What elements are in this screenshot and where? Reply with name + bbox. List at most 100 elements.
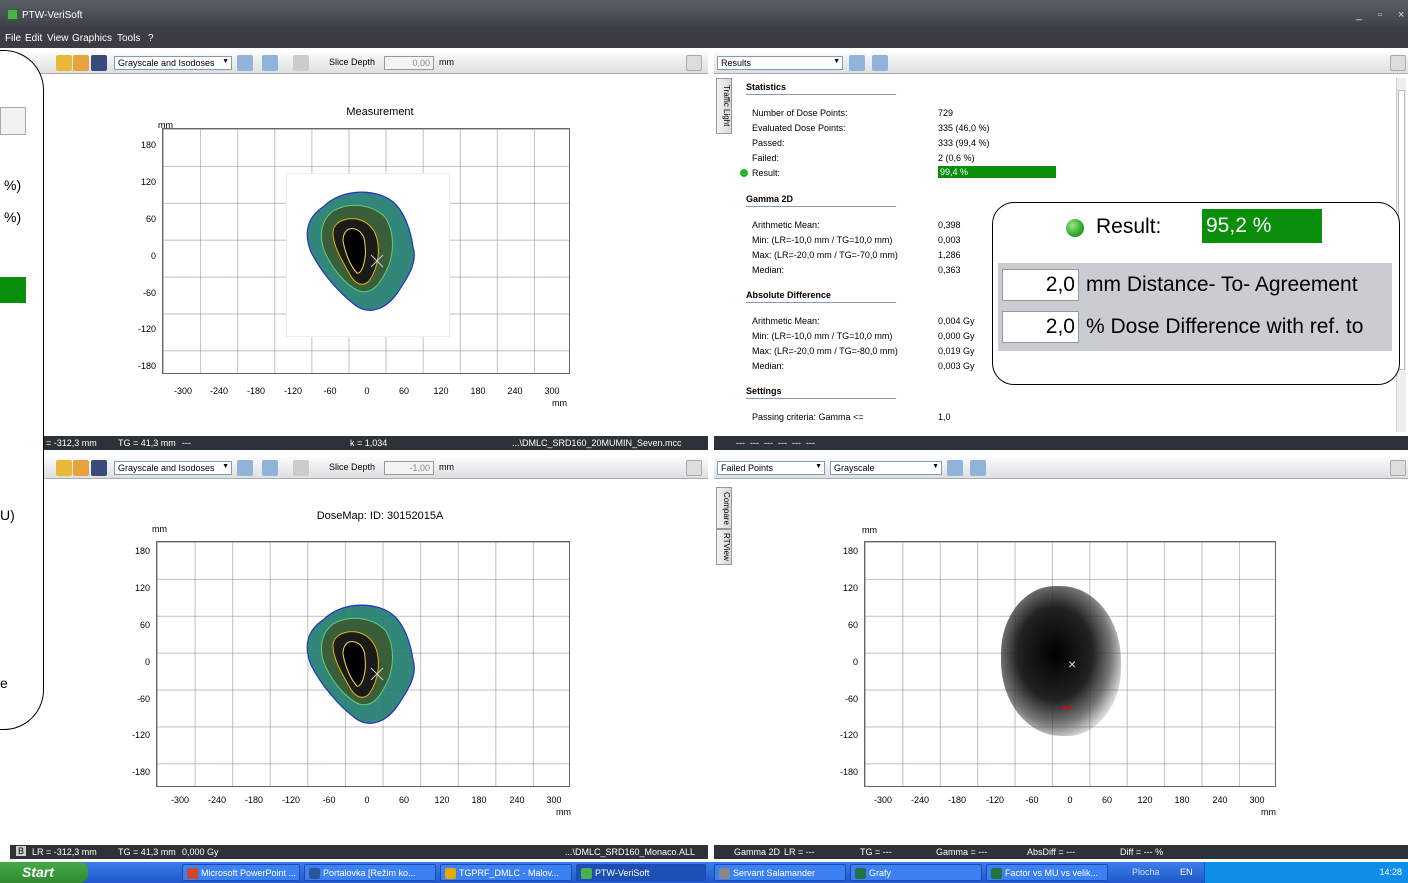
- x-tick: -120: [283, 386, 302, 396]
- x-tick: 180: [470, 386, 486, 396]
- language-indicator[interactable]: EN: [1180, 867, 1193, 877]
- absdiff-value: 0,004 Gy: [938, 316, 975, 326]
- taskbar-item[interactable]: Microsoft PowerPoint ...: [182, 864, 300, 881]
- save-icon[interactable]: [91, 55, 107, 71]
- measurement-plot[interactable]: [162, 128, 570, 374]
- dose-diff-input[interactable]: 2,0: [1002, 311, 1079, 343]
- minimize-icon[interactable]: _: [1356, 9, 1363, 21]
- tab-compare[interactable]: Compare: [716, 487, 732, 529]
- x-tick: 240: [509, 795, 525, 805]
- failed-point: [1063, 706, 1066, 709]
- open-icon[interactable]: [56, 55, 72, 71]
- pointer-icon[interactable]: [293, 55, 309, 71]
- pin-icon[interactable]: [1390, 55, 1406, 71]
- window-title-bar: PTW-VeriSoft _ ▫ ×: [0, 0, 1408, 28]
- quick-launch[interactable]: [94, 865, 154, 880]
- tab-traffic-light[interactable]: Traffic Light: [716, 78, 732, 134]
- pointer-icon[interactable]: [293, 460, 309, 476]
- result-value: 99,4 %: [938, 166, 1056, 178]
- dose-readout: 0,000 Gy: [182, 847, 219, 857]
- gamma-label: Arithmetic Mean:: [752, 220, 820, 230]
- pane-letter: B: [16, 846, 27, 856]
- x-tick: -300: [170, 795, 189, 805]
- profile-icon[interactable]: [947, 460, 963, 476]
- menu-tools[interactable]: Tools: [117, 33, 141, 44]
- gamma-mode: Gamma 2D: [734, 847, 781, 857]
- menu-graphics[interactable]: Graphics: [72, 33, 113, 44]
- stat-value: 2 (0,6 %): [938, 153, 975, 163]
- folder-icon[interactable]: [73, 55, 89, 71]
- slice-depth-input[interactable]: -1,00: [384, 461, 434, 475]
- profile-icon[interactable]: [237, 55, 253, 71]
- taskbar-item[interactable]: Servant Salamander: [714, 864, 846, 881]
- pin-icon[interactable]: [1390, 460, 1406, 476]
- plot-title: DoseMap: ID: 30152015A: [316, 510, 444, 522]
- menu-help[interactable]: ?: [148, 33, 154, 44]
- x-tick: -180: [947, 795, 966, 805]
- dose-readout: ---: [182, 438, 191, 448]
- menu-view[interactable]: View: [47, 33, 69, 44]
- y-unit: mm: [158, 120, 173, 130]
- taskbar-item[interactable]: TGPRF_DMLC - Malov...: [440, 864, 572, 881]
- left-edge-text: %): [4, 177, 22, 193]
- open-icon[interactable]: [56, 460, 72, 476]
- absdiff-label: Max: (LR=-20,0 mm / TG=-80,0 mm): [752, 346, 898, 356]
- y-tick: -180: [839, 767, 858, 777]
- taskbar-item[interactable]: Grafy: [850, 864, 982, 881]
- start-button[interactable]: Start: [0, 862, 88, 883]
- x-tick: 180: [1174, 795, 1190, 805]
- slice-unit: mm: [439, 462, 454, 472]
- failed-points-select[interactable]: Failed Points ▼: [717, 461, 825, 475]
- pin-icon[interactable]: [686, 460, 702, 476]
- file-path: ...\DMLC_SRD160_20MUMIN_Seven.mcc: [512, 438, 682, 448]
- x-tick: 120: [433, 386, 449, 396]
- close-icon[interactable]: ×: [1398, 9, 1405, 21]
- x-tick: 300: [546, 795, 562, 805]
- profile-2-icon[interactable]: [262, 460, 278, 476]
- y-tick: -120: [839, 730, 858, 740]
- gamma-label: Min: (LR=-10,0 mm / TG=10,0 mm): [752, 235, 893, 245]
- desktop-toolbar[interactable]: Plocha: [1132, 867, 1160, 877]
- dta-input[interactable]: 2,0: [1002, 269, 1079, 301]
- dose-diff-label: % Dose Difference with ref. to: [1086, 315, 1364, 338]
- x-tick: -300: [873, 795, 892, 805]
- y-tick: 0: [150, 251, 156, 261]
- folder-icon[interactable]: [73, 460, 89, 476]
- dosemap-pane: Grayscale and Isodoses ▼ Slice Depth -1,0…: [10, 457, 708, 859]
- divider: [746, 302, 896, 303]
- taskbar-item-active[interactable]: PTW-VeriSoft: [576, 864, 706, 881]
- tab-rtview[interactable]: RTView: [716, 529, 732, 565]
- stat-value: 333 (99,4 %): [938, 138, 990, 148]
- file-path: ...\DMLC_SRD160_Monaco.ALL: [565, 847, 696, 857]
- failed-points-plot[interactable]: ×: [864, 541, 1276, 787]
- restore-icon[interactable]: ▫: [1378, 9, 1382, 21]
- view-mode-select[interactable]: Grayscale and Isodoses ▼: [114, 56, 232, 70]
- y-tick: -60: [136, 694, 150, 704]
- left-edge-text: %): [4, 209, 22, 225]
- absdiff-value: 0,000 Gy: [938, 331, 975, 341]
- pin-icon[interactable]: [686, 55, 702, 71]
- results-select[interactable]: Results ▼: [717, 56, 843, 70]
- view-mode-select[interactable]: Grayscale and Isodoses ▼: [114, 461, 232, 475]
- profile-icon[interactable]: [237, 460, 253, 476]
- gamma-label: Median:: [752, 265, 785, 275]
- x-tick: -180: [244, 795, 263, 805]
- grayscale-select[interactable]: Grayscale ▼: [830, 461, 942, 475]
- x-tick: 300: [544, 386, 560, 396]
- profile-2-icon[interactable]: [262, 55, 278, 71]
- save-icon[interactable]: [91, 460, 107, 476]
- y-tick: -120: [137, 324, 156, 334]
- taskbar-item[interactable]: Portalovka [Režim ko...: [304, 864, 436, 881]
- x-tick: 0: [1067, 795, 1073, 805]
- slice-depth-input[interactable]: 0,00: [384, 56, 434, 70]
- dosemap-plot[interactable]: [156, 541, 570, 787]
- menu-file[interactable]: File: [5, 33, 22, 44]
- absdiff-label: Arithmetic Mean:: [752, 316, 820, 326]
- menu-edit[interactable]: Edit: [25, 33, 43, 44]
- taskbar-item[interactable]: Factor vs MU vs velik...: [986, 864, 1108, 881]
- tg-readout: TG = ---: [860, 847, 892, 857]
- dose-distribution: [306, 604, 415, 724]
- profile-2-icon[interactable]: [872, 55, 888, 71]
- profile-icon[interactable]: [849, 55, 865, 71]
- profile-2-icon[interactable]: [970, 460, 986, 476]
